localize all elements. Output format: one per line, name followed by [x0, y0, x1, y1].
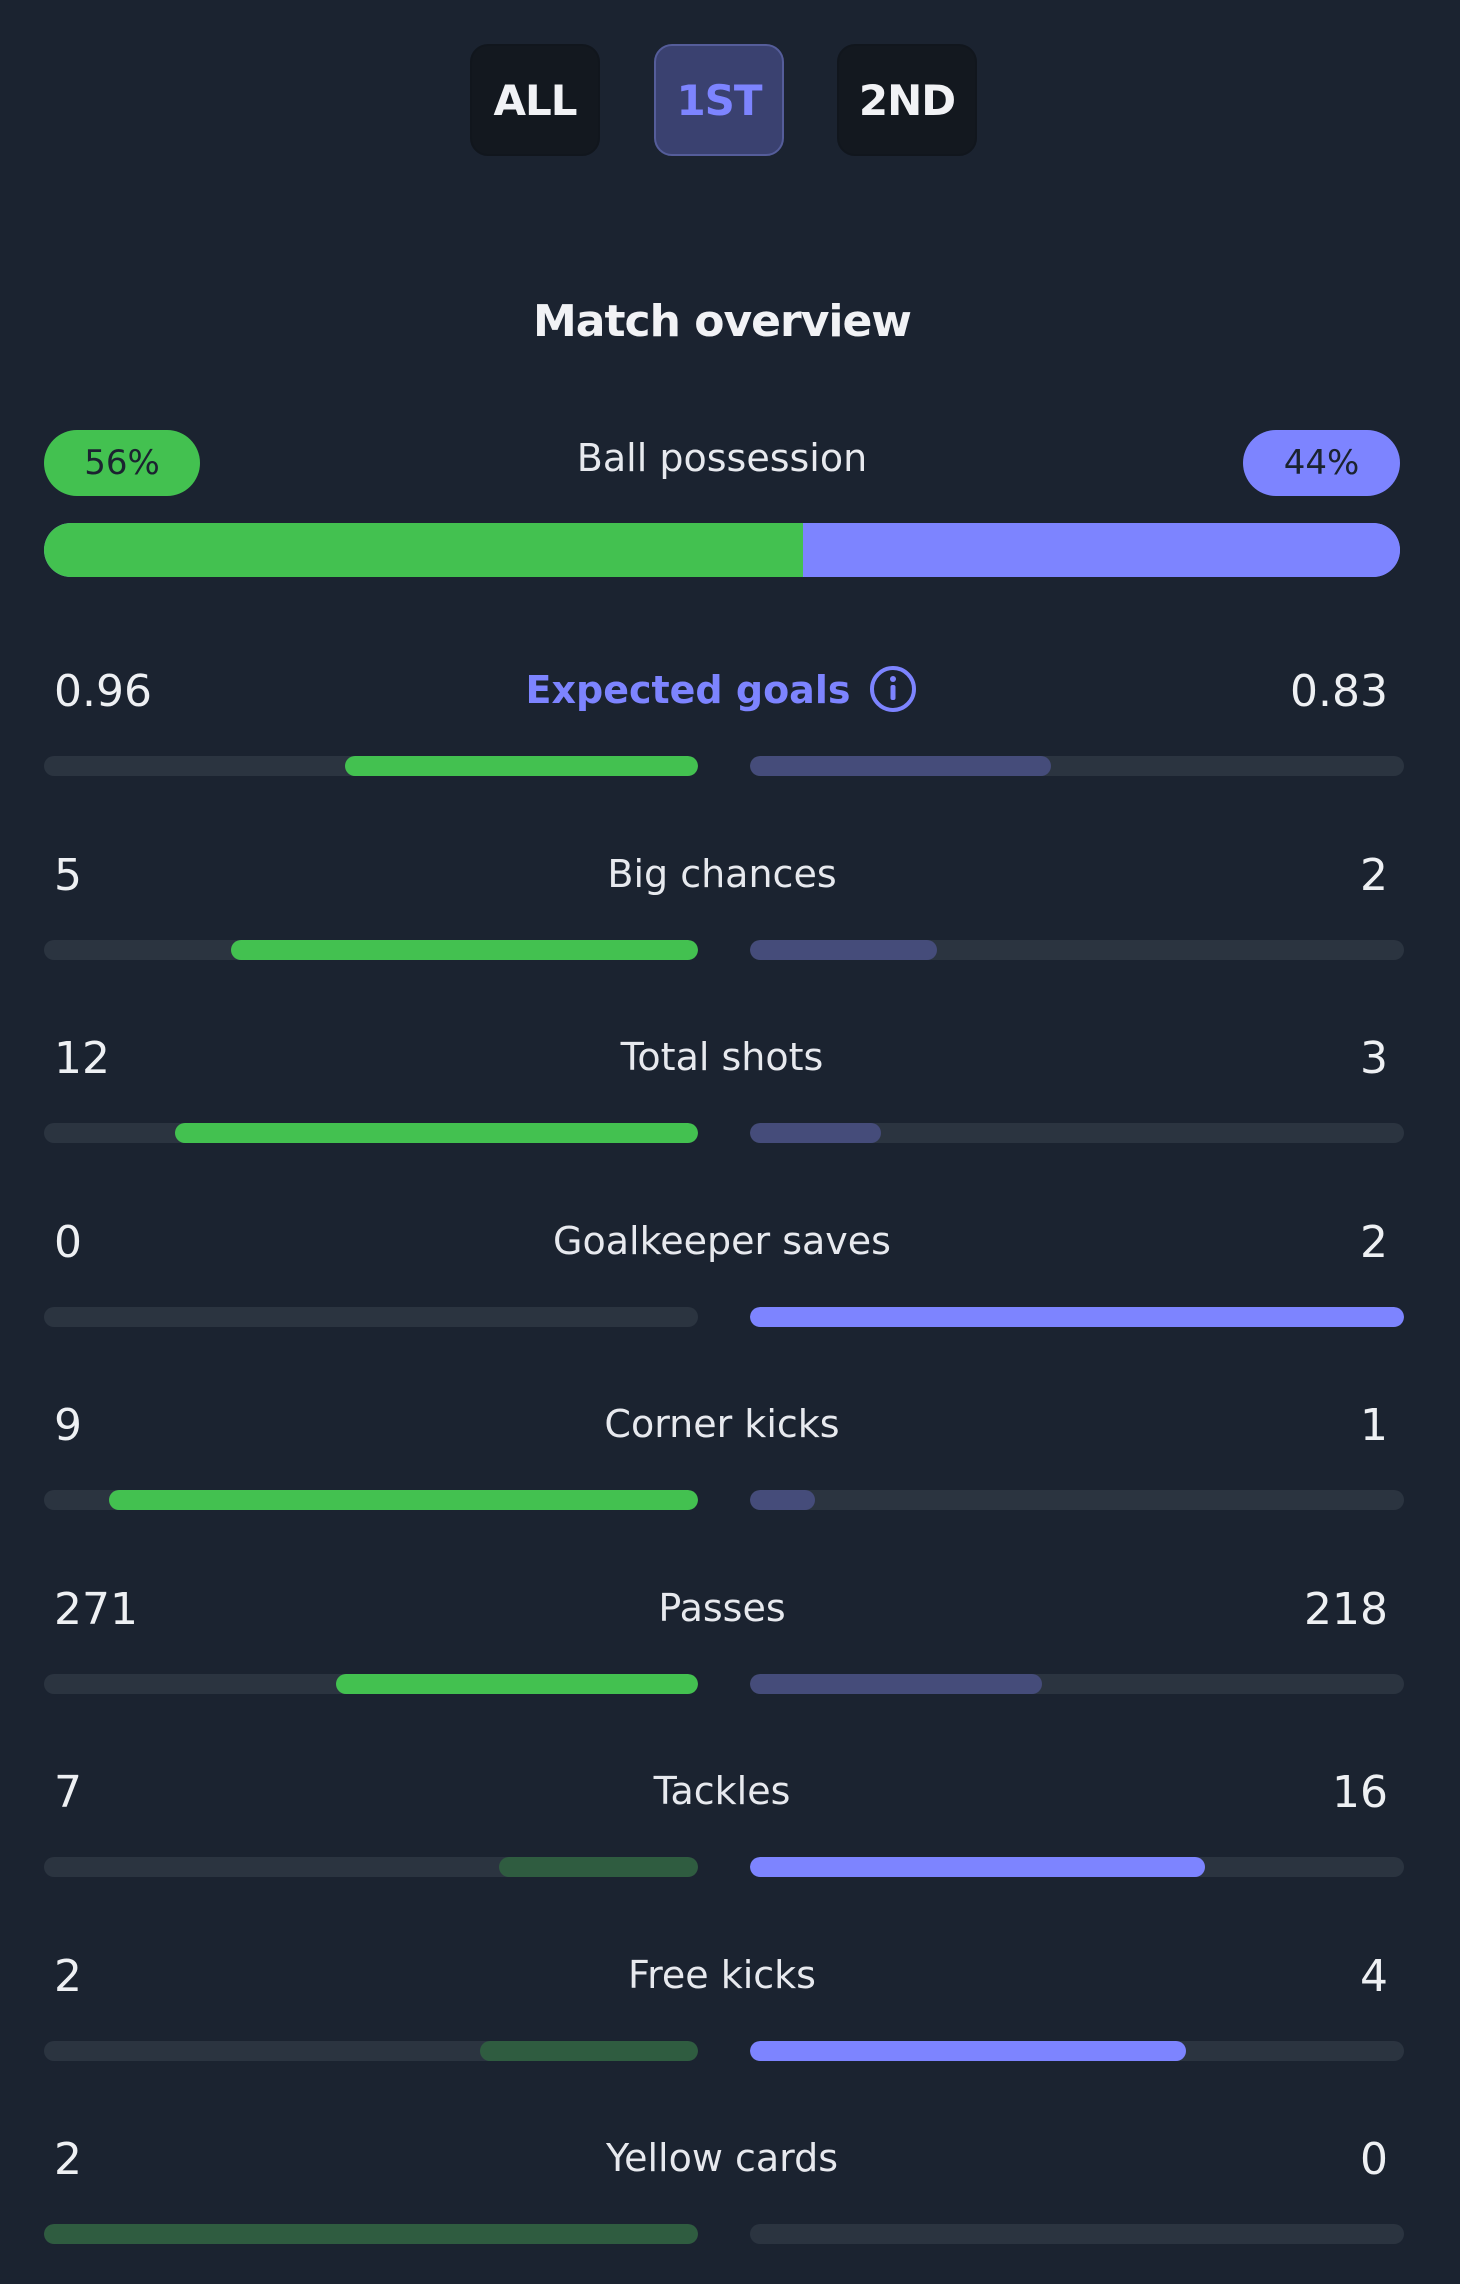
stat-home-value: 12 [54, 1033, 110, 1084]
stat-row-passes: 271 Passes 218 [0, 1584, 1460, 1734]
possession-away-badge: 44% [1243, 430, 1400, 496]
stat-home-value: 2 [54, 1951, 82, 2002]
stat-away-value: 1 [1360, 1400, 1388, 1451]
stat-home-track [44, 756, 698, 776]
stat-away-fill [750, 1674, 1042, 1694]
stat-home-track [44, 2041, 698, 2061]
stat-label: Corner kicks [0, 1402, 1444, 1446]
stat-away-track [750, 1123, 1404, 1143]
stat-home-track [44, 2224, 698, 2244]
stat-home-fill [231, 940, 698, 960]
possession-label: Ball possession [576, 436, 868, 480]
stat-home-track [44, 1490, 698, 1510]
stat-label: Total shots [0, 1035, 1444, 1079]
info-icon[interactable] [868, 664, 918, 714]
stat-label-text: Yellow cards [605, 2136, 839, 2180]
stat-label-text: Goalkeeper saves [553, 1219, 891, 1263]
stat-label: Free kicks [0, 1953, 1444, 1997]
stat-away-fill [750, 1857, 1205, 1877]
stat-away-value: 2 [1360, 1217, 1388, 1268]
stat-home-value: 2 [54, 2134, 82, 2185]
stat-label-text[interactable]: Expected goals [525, 668, 851, 712]
stat-label-text: Passes [658, 1586, 786, 1630]
stat-away-value: 4 [1360, 1951, 1388, 2002]
stat-label: Tackles [0, 1769, 1444, 1813]
stat-row-yellow-cards: 2 Yellow cards 0 [0, 2134, 1460, 2284]
stat-row-total-shots: 12 Total shots 3 [0, 1033, 1460, 1183]
stat-home-fill [499, 1857, 698, 1877]
stat-away-fill [750, 1123, 881, 1143]
stat-label-text: Free kicks [628, 1953, 816, 1997]
stat-away-track [750, 1857, 1404, 1877]
stat-away-track [750, 1307, 1404, 1327]
possession-bar [44, 523, 1400, 577]
stat-home-track [44, 940, 698, 960]
stat-row-expected-goals: 0.96 Expected goals 0.83 [0, 665, 1460, 816]
stat-home-fill [480, 2041, 698, 2061]
stat-home-value: 7 [54, 1767, 82, 1818]
stat-home-track [44, 1123, 698, 1143]
stat-away-track [750, 2041, 1404, 2061]
possession-home-badge: 56% [44, 430, 200, 496]
stat-label: Passes [0, 1586, 1444, 1630]
stat-row-goalkeeper-saves: 0 Goalkeeper saves 2 [0, 1217, 1460, 1367]
stat-label-text: Tackles [653, 1769, 791, 1813]
stat-away-track [750, 1490, 1404, 1510]
stat-row-corner-kicks: 9 Corner kicks 1 [0, 1400, 1460, 1550]
section-title: Match overview [533, 296, 912, 347]
stat-label-text: Corner kicks [604, 1402, 840, 1446]
stat-away-value: 3 [1360, 1033, 1388, 1084]
stat-away-fill [750, 1490, 815, 1510]
stat-away-track [750, 1674, 1404, 1694]
possession-away-fill [803, 523, 1400, 577]
stat-home-fill [44, 2224, 698, 2244]
stat-away-value: 16 [1332, 1767, 1388, 1818]
stat-away-track [750, 2224, 1404, 2244]
stat-home-track [44, 1674, 698, 1694]
stat-away-fill [750, 1307, 1404, 1327]
stat-away-value: 0 [1360, 2134, 1388, 2185]
stat-home-value: 5 [54, 850, 82, 901]
stat-label: Big chances [0, 852, 1444, 896]
stat-home-fill [336, 1674, 698, 1694]
stat-label: Yellow cards [0, 2136, 1444, 2180]
stat-home-value: 9 [54, 1400, 82, 1451]
tab-2nd[interactable]: 2ND [837, 44, 977, 156]
period-tabs: ALL 1ST 2ND [0, 44, 1460, 156]
stat-away-value: 2 [1360, 850, 1388, 901]
stat-home-fill [109, 1490, 698, 1510]
stat-home-value: 0.96 [54, 666, 152, 717]
possession-home-fill [44, 523, 803, 577]
stat-away-track [750, 940, 1404, 960]
stat-home-fill [175, 1123, 698, 1143]
stat-home-value: 271 [54, 1584, 138, 1635]
tab-1st[interactable]: 1ST [654, 44, 784, 156]
tab-all[interactable]: ALL [470, 44, 600, 156]
stat-home-track [44, 1857, 698, 1877]
stat-label-text: Total shots [620, 1035, 824, 1079]
stat-home-fill [345, 756, 698, 776]
stat-home-value: 0 [54, 1217, 82, 1268]
stat-label-text: Big chances [607, 852, 837, 896]
stat-row-big-chances: 5 Big chances 2 [0, 850, 1460, 1000]
stat-home-track [44, 1307, 698, 1327]
stat-away-value: 218 [1304, 1584, 1388, 1635]
stat-row-free-kicks: 2 Free kicks 4 [0, 1951, 1460, 2101]
stat-away-value: 0.83 [1290, 666, 1388, 717]
stat-away-fill [750, 940, 937, 960]
stat-away-track [750, 756, 1404, 776]
stat-row-tackles: 7 Tackles 16 [0, 1767, 1460, 1917]
stat-away-fill [750, 756, 1051, 776]
stat-label: Goalkeeper saves [0, 1219, 1444, 1263]
stat-away-fill [750, 2041, 1186, 2061]
stat-label[interactable]: Expected goals [0, 665, 1444, 714]
